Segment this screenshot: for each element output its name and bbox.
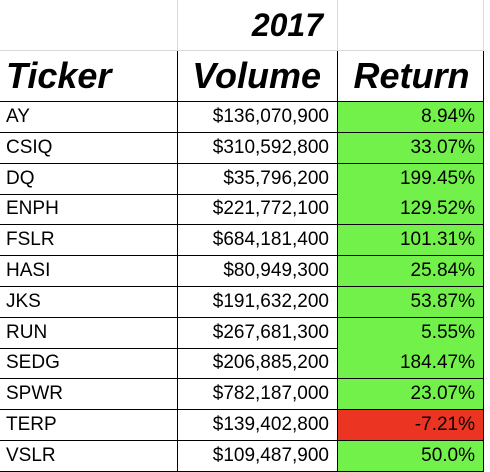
ticker-cell[interactable]: AY xyxy=(0,102,178,133)
ticker-cell[interactable]: CSIQ xyxy=(0,132,178,164)
ticker-cell-value: TERP xyxy=(6,414,57,435)
volume-cell-value: $80,949,300 xyxy=(223,260,329,281)
return-header-cell[interactable]: Return xyxy=(338,51,484,102)
volume-cell-value: $139,402,800 xyxy=(212,414,329,435)
return-cell-value: 101.31% xyxy=(399,229,475,251)
ticker-header: Ticker xyxy=(6,55,112,96)
return-cell[interactable]: 8.94% xyxy=(338,102,484,133)
return-cell[interactable]: 129.52% xyxy=(338,194,484,226)
return-cell-value: -7.21% xyxy=(414,414,475,435)
return-cell-value: 50.0% xyxy=(421,444,475,466)
ticker-cell-value: SPWR xyxy=(6,383,63,405)
ticker-cell[interactable]: SEDG xyxy=(0,348,178,380)
return-cell[interactable]: -7.21% xyxy=(338,410,484,441)
return-cell[interactable]: 53.87% xyxy=(338,286,484,318)
ticker-cell[interactable]: DQ xyxy=(0,163,178,195)
ticker-cell-value: SEDG xyxy=(6,352,60,374)
cell-empty-c1[interactable] xyxy=(338,0,484,51)
volume-cell-value: $35,796,200 xyxy=(223,167,329,189)
return-cell-value: 129.52% xyxy=(399,198,475,220)
volume-cell[interactable]: $206,885,200 xyxy=(178,348,338,380)
volume-cell[interactable]: $310,592,800 xyxy=(178,132,338,164)
volume-cell[interactable]: $109,487,900 xyxy=(178,440,338,472)
volume-cell-value: $221,772,100 xyxy=(212,198,329,220)
ticker-cell[interactable]: FSLR xyxy=(0,225,178,257)
return-cell[interactable]: 25.84% xyxy=(338,256,484,287)
volume-cell[interactable]: $782,187,000 xyxy=(178,379,338,411)
volume-cell[interactable]: $80,949,300 xyxy=(178,256,338,287)
volume-cell-value: $136,070,900 xyxy=(212,106,329,127)
volume-cell-value: $310,592,800 xyxy=(212,136,329,158)
cell-empty-a1[interactable] xyxy=(0,0,178,51)
return-cell[interactable]: 199.45% xyxy=(338,163,484,195)
volume-cell[interactable]: $684,181,400 xyxy=(178,225,338,257)
return-cell[interactable]: 5.55% xyxy=(338,317,484,349)
volume-cell-value: $684,181,400 xyxy=(212,229,329,251)
return-cell[interactable]: 33.07% xyxy=(338,132,484,164)
volume-cell[interactable]: $221,772,100 xyxy=(178,194,338,226)
ticker-cell-value: FSLR xyxy=(6,229,55,251)
volume-cell[interactable]: $136,070,900 xyxy=(178,102,338,133)
volume-header-cell[interactable]: Volume xyxy=(178,51,338,102)
return-cell-value: 23.07% xyxy=(410,383,475,405)
volume-cell-value: $191,632,200 xyxy=(212,290,329,312)
volume-cell-value: $267,681,300 xyxy=(212,321,329,343)
return-cell-value: 8.94% xyxy=(421,106,475,127)
ticker-cell-value: DQ xyxy=(6,167,35,189)
volume-header: Volume xyxy=(192,55,321,96)
volume-cell[interactable]: $35,796,200 xyxy=(178,163,338,195)
return-cell-value: 199.45% xyxy=(399,167,475,189)
return-cell-value: 33.07% xyxy=(410,136,475,158)
return-cell-value: 5.55% xyxy=(421,321,475,343)
volume-cell[interactable]: $139,402,800 xyxy=(178,410,338,441)
return-cell-value: 184.47% xyxy=(399,352,475,374)
volume-cell-value: $109,487,900 xyxy=(212,444,329,466)
volume-cell[interactable]: $191,632,200 xyxy=(178,286,338,318)
ticker-cell-value: AY xyxy=(6,106,30,127)
ticker-cell-value: HASI xyxy=(6,260,51,281)
return-cell-value: 25.84% xyxy=(410,260,475,281)
volume-cell-value: $206,885,200 xyxy=(212,352,329,374)
ticker-cell[interactable]: RUN xyxy=(0,317,178,349)
ticker-cell-value: ENPH xyxy=(6,198,59,220)
ticker-cell-value: VSLR xyxy=(6,444,56,466)
ticker-cell-value: CSIQ xyxy=(6,136,53,158)
ticker-cell[interactable]: JKS xyxy=(0,286,178,318)
ticker-cell-value: RUN xyxy=(6,321,48,343)
year-label: 2017 xyxy=(251,6,323,43)
ticker-cell[interactable]: TERP xyxy=(0,410,178,441)
volume-cell-value: $782,187,000 xyxy=(212,383,329,405)
return-cell[interactable]: 101.31% xyxy=(338,225,484,257)
return-header: Return xyxy=(353,55,470,96)
return-cell[interactable]: 23.07% xyxy=(338,379,484,411)
ticker-cell[interactable]: SPWR xyxy=(0,379,178,411)
return-cell[interactable]: 184.47% xyxy=(338,348,484,380)
return-cell-value: 53.87% xyxy=(410,290,475,312)
ticker-header-cell[interactable]: Ticker xyxy=(0,51,178,102)
ticker-cell-value: JKS xyxy=(6,290,41,312)
ticker-cell[interactable]: ENPH xyxy=(0,194,178,226)
year-header-cell[interactable]: 2017 xyxy=(178,0,338,51)
volume-cell[interactable]: $267,681,300 xyxy=(178,317,338,349)
ticker-cell[interactable]: VSLR xyxy=(0,440,178,472)
ticker-cell[interactable]: HASI xyxy=(0,256,178,287)
return-cell[interactable]: 50.0% xyxy=(338,440,484,472)
